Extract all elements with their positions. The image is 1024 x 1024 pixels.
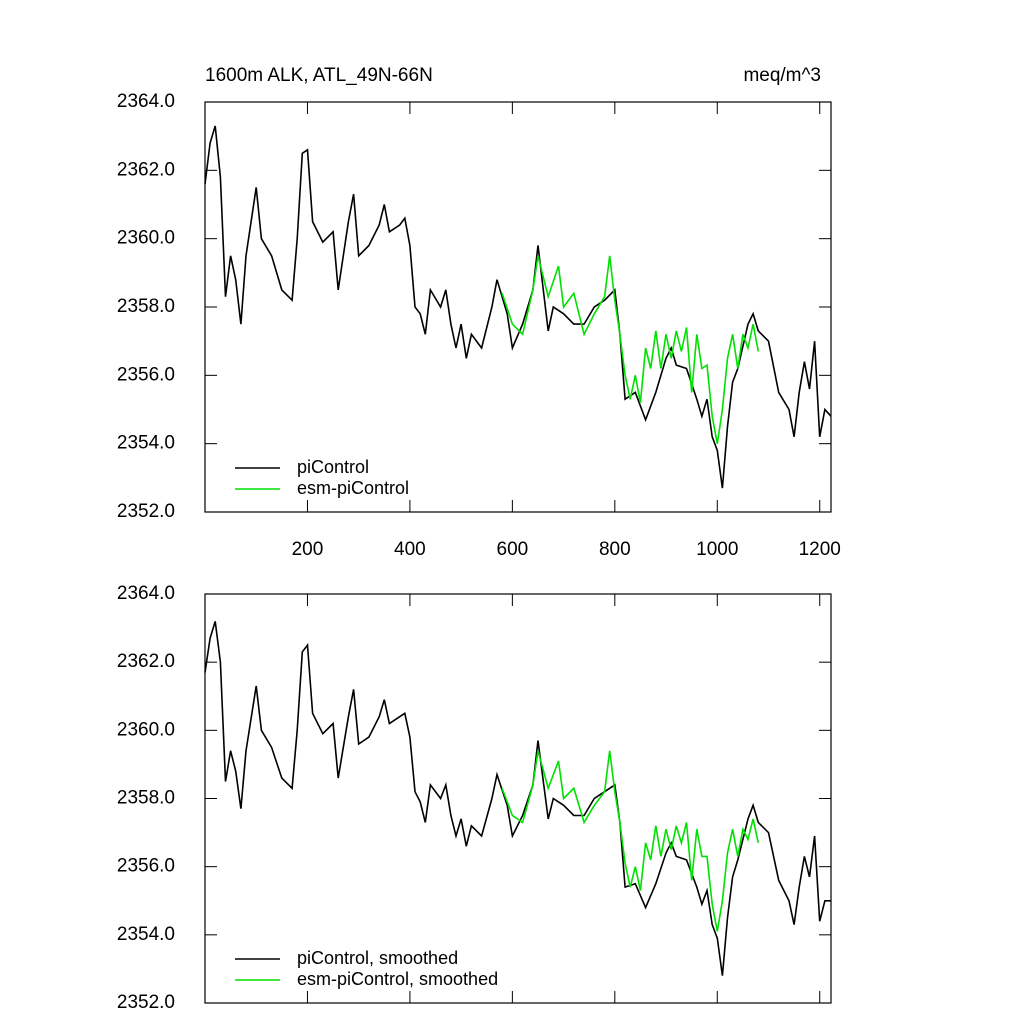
x-tick-label: 1200 <box>799 539 841 560</box>
y-tick-label: 2354.0 <box>117 433 175 454</box>
y-tick-label: 2360.0 <box>117 228 175 249</box>
y-tick-label: 2362.0 <box>117 159 175 180</box>
legend-label: piControl, smoothed <box>297 948 458 968</box>
x-tick-label: 1000 <box>696 539 738 560</box>
legend-label: piControl <box>297 457 369 477</box>
x-tick-label: 800 <box>599 539 631 560</box>
data-line <box>204 125 832 489</box>
y-tick-label: 2362.0 <box>117 651 175 672</box>
y-tick-label: 2358.0 <box>117 788 175 809</box>
y-tick-label: 2356.0 <box>117 364 175 385</box>
data-line <box>204 621 831 976</box>
y-tick-label: 2356.0 <box>117 856 175 877</box>
units-label: meq/m^3 <box>743 65 821 86</box>
y-tick-label: 2352.0 <box>117 501 175 522</box>
plot-frame <box>204 593 832 1004</box>
legend-label: esm-piControl, smoothed <box>297 969 498 989</box>
y-tick-label: 2364.0 <box>117 583 175 604</box>
legend-label: esm-piControl <box>297 478 409 498</box>
y-tick-label: 2360.0 <box>117 719 175 740</box>
data-line <box>501 750 760 932</box>
x-tick-label: 400 <box>394 539 426 560</box>
x-tick-label: 600 <box>497 539 529 560</box>
x-tick-label: 200 <box>292 539 324 560</box>
data-line <box>501 255 760 444</box>
y-tick-label: 2352.0 <box>117 992 175 1013</box>
y-tick-label: 2358.0 <box>117 296 175 317</box>
plot-frame <box>204 101 832 513</box>
y-tick-label: 2364.0 <box>117 91 175 112</box>
chart-title: 1600m ALK, ATL_49N-66N <box>205 65 433 86</box>
y-tick-label: 2354.0 <box>117 924 175 945</box>
